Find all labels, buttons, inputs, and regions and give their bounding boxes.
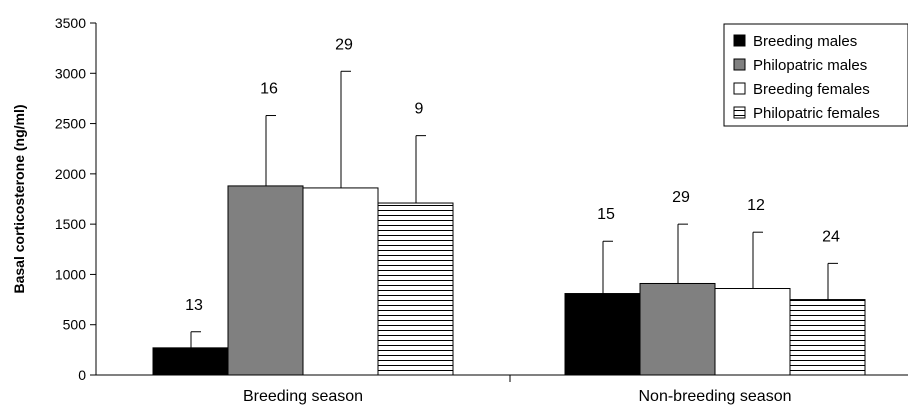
bar-philopatric-males xyxy=(227,185,304,376)
legend-swatch xyxy=(733,82,746,95)
legend-label: Philopatric males xyxy=(753,57,867,74)
legend-label: Philopatric females xyxy=(753,105,880,122)
legend-label: Breeding males xyxy=(753,33,857,50)
legend-label: Breeding females xyxy=(753,81,870,98)
bar-breeding-females xyxy=(302,187,379,376)
sample-size-label: 16 xyxy=(260,81,278,98)
axes: 0 500 1000 1500 2000 2500 3000 3500 Basal cortic… xyxy=(11,15,908,383)
y-tick-label: 3500 xyxy=(55,15,86,31)
bar-philopatric-females xyxy=(789,299,866,376)
y-tick-label: 1500 xyxy=(55,216,86,232)
y-tick-label: 2000 xyxy=(55,166,86,182)
legend-swatch xyxy=(733,58,746,71)
bar-breeding-males xyxy=(564,293,641,376)
bar-breeding-females xyxy=(714,288,791,376)
legend-swatch xyxy=(733,34,746,47)
sample-size-label: 29 xyxy=(335,36,353,53)
sample-size-label: 13 xyxy=(185,297,203,314)
sample-size-label: 12 xyxy=(747,197,765,214)
sample-size-label: 29 xyxy=(672,189,690,206)
labels: Breeding season 13 16 29 9 Non-breeding seaso… xyxy=(185,36,840,405)
sample-size-label: 24 xyxy=(822,228,840,245)
x-category-label: Breeding season xyxy=(243,388,363,405)
y-tick-label: 1000 xyxy=(55,266,86,282)
legend: Breeding males Philopatric males Breeding … xyxy=(723,23,908,127)
sample-size-label: 15 xyxy=(597,206,615,223)
bar-philopatric-females xyxy=(377,202,454,376)
y-axis-title: Basal corticosterone (ng/ml) xyxy=(11,104,27,293)
y-tick-label: 2500 xyxy=(55,116,86,132)
y-tick-label: 500 xyxy=(63,317,87,333)
x-category-label: Non-breeding season xyxy=(639,388,792,405)
legend-swatch xyxy=(733,106,746,119)
sample-size-label: 9 xyxy=(415,101,424,118)
y-tick-label: 0 xyxy=(78,367,86,383)
bar-philopatric-males xyxy=(639,282,716,376)
bar-breeding-males xyxy=(152,347,229,376)
bars xyxy=(152,70,866,376)
y-tick-label: 3000 xyxy=(55,65,86,81)
legend-box xyxy=(723,23,908,127)
